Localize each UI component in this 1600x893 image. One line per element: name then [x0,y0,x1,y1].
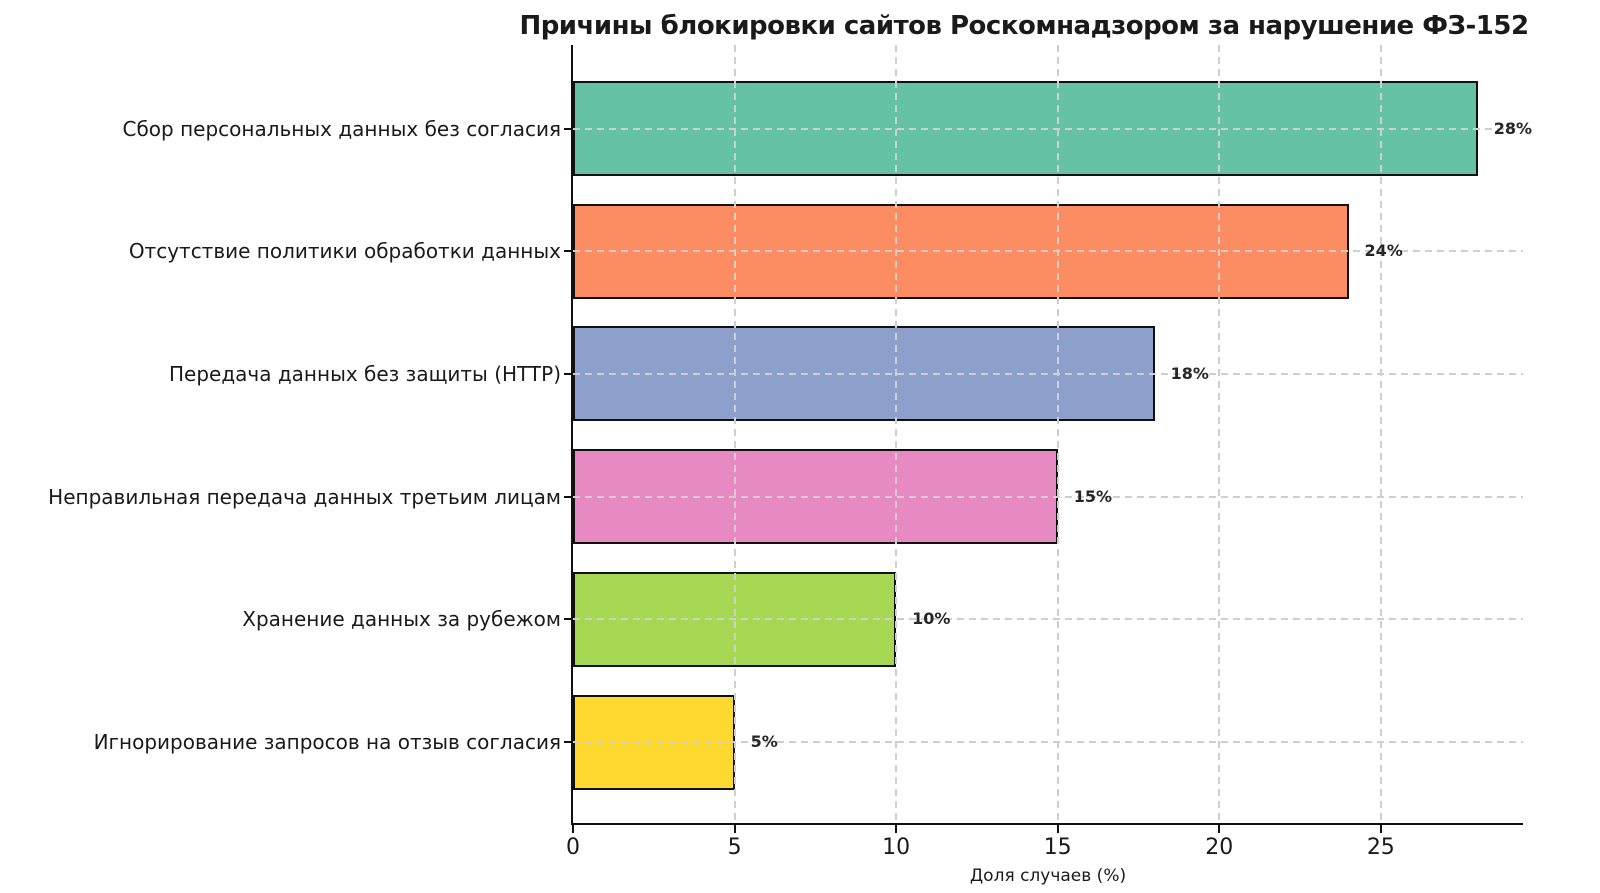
gridline-horizontal [573,372,1523,375]
x-tick-mark [733,825,736,833]
category-label: Сбор персональных данных без согласия [122,116,561,141]
y-tick-mark [564,618,571,621]
value-label: 10% [912,609,951,629]
gridline-vertical [895,45,898,824]
x-tick-label: 15 [1043,835,1072,860]
category-label: Передача данных без защиты (HTTP) [168,361,561,386]
y-tick-mark [564,741,571,743]
gridline-horizontal [573,495,1523,498]
value-label: 5% [750,732,778,751]
y-tick-mark [564,495,571,498]
y-axis-spine [571,45,573,825]
y-tick-mark [564,127,571,130]
category-label: Неправильная передача данных третьим лиц… [48,484,561,509]
gridline-horizontal [573,618,1523,621]
y-tick-mark [564,250,571,253]
y-tick-mark [564,372,571,375]
gridline-horizontal [573,250,1523,253]
x-tick-mark [895,825,898,833]
plot-area: 28% 24% 18% 15% 10% 5% [573,45,1532,824]
gridline-horizontal [573,741,1523,743]
gridline-vertical [1218,45,1221,824]
gridline-vertical [733,45,736,824]
value-label: 18% [1170,363,1209,383]
x-tick-mark [1056,825,1059,833]
chart-title: Причины блокировки сайтов Роскомнадзором… [519,11,1529,41]
x-axis-label: Доля случаев (%) [969,866,1127,886]
category-label: Отсутствие политики обработки данных [128,239,561,264]
x-tick-label: 0 [566,835,580,860]
x-tick-label: 25 [1366,835,1395,860]
x-axis-spine [571,823,1523,825]
category-label: Хранение данных за рубежом [242,607,561,632]
x-tick-mark [572,825,574,833]
value-label: 28% [1493,118,1533,138]
x-tick-mark [1379,825,1382,833]
x-tick-mark [1218,825,1221,833]
x-tick-label: 20 [1205,835,1234,860]
gridline-vertical [1056,45,1059,824]
gridline-vertical [1379,45,1382,824]
value-label: 24% [1364,241,1403,261]
category-label: Игнорирование запросов на отзыв согласия [93,730,561,754]
value-label: 15% [1073,486,1112,506]
x-tick-label: 5 [727,835,742,860]
x-tick-label: 10 [882,835,911,860]
gridline-horizontal [573,127,1523,130]
